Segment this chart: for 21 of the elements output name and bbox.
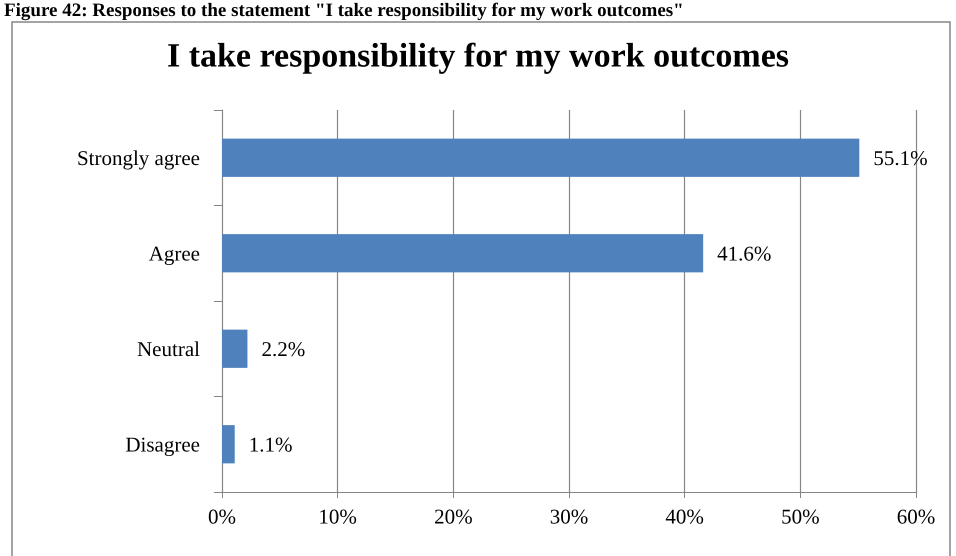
- data-label: 2.2%: [261, 336, 306, 361]
- data-label: 1.1%: [248, 432, 292, 456]
- bar: [222, 425, 235, 464]
- x-tick-label: 10%: [318, 504, 357, 528]
- x-tick-label: 20%: [434, 504, 473, 528]
- y-tick-label: Neutral: [137, 336, 200, 361]
- bar: [222, 330, 248, 368]
- y-tick-label: Strongly agree: [76, 146, 200, 170]
- x-tick-label: 0%: [208, 504, 236, 528]
- data-label: 41.6%: [717, 241, 772, 266]
- data-label: 55.1%: [873, 146, 928, 170]
- x-tick-label: 30%: [550, 504, 588, 528]
- bar: [222, 234, 704, 272]
- x-tick-label: 60%: [896, 504, 936, 528]
- chart-title: I take responsibility for my work outcomes: [166, 38, 790, 74]
- x-tick-label: 40%: [665, 504, 704, 528]
- y-tick-label: Disagree: [125, 432, 200, 456]
- x-tick-label: 50%: [781, 504, 820, 528]
- caption: Figure 42: Responses to the statement "I take responsibility for my work outcomes": [4, 0, 684, 21]
- y-tick-label: Agree: [148, 241, 200, 266]
- bar: [222, 138, 860, 177]
